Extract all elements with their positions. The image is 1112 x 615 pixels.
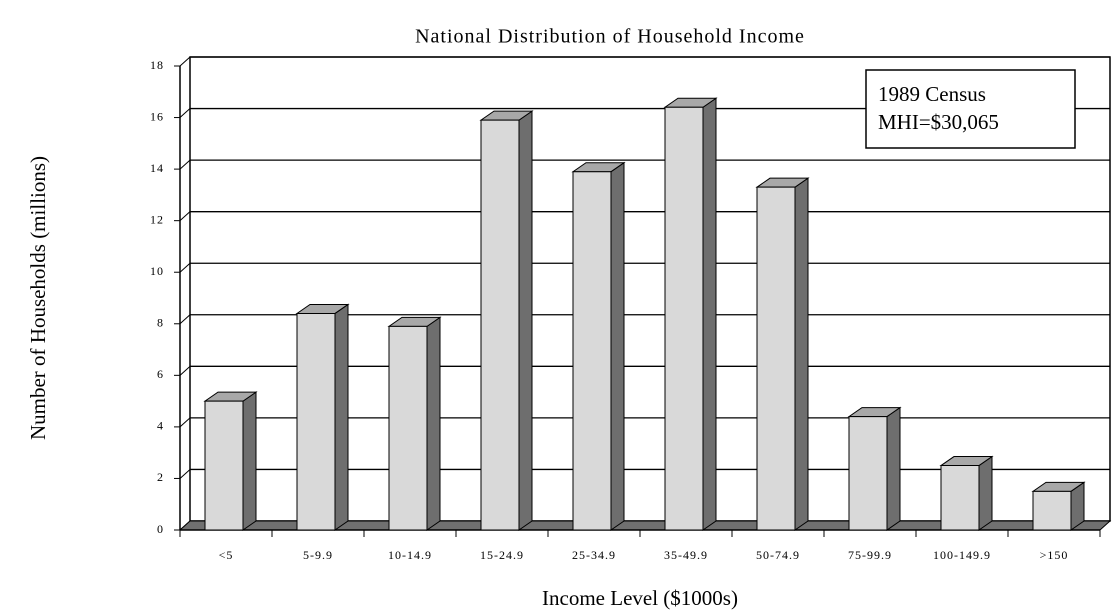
bar-front — [940, 465, 980, 531]
bar-side — [518, 110, 533, 531]
x-axis-label: Income Level ($1000s) — [542, 586, 738, 610]
bar-side — [886, 406, 901, 531]
x-tick-label: 10-14.9 — [388, 548, 432, 562]
grid-line-side — [179, 314, 191, 325]
grid-line-side — [179, 159, 191, 170]
bar — [1031, 481, 1086, 531]
grid-line-side — [179, 365, 191, 376]
grid-line-side — [179, 417, 191, 428]
y-tick-label: 0 — [157, 522, 164, 536]
bar-side — [794, 177, 809, 531]
bar — [203, 391, 258, 531]
bar — [939, 455, 994, 531]
bar-front — [756, 186, 796, 531]
grid-line-side — [179, 108, 191, 118]
bar-side — [426, 316, 441, 531]
y-tick-label: 14 — [150, 161, 164, 175]
bar-front — [296, 312, 336, 531]
bar-front — [480, 119, 520, 531]
annotation-text: 1989 Census — [878, 82, 986, 106]
bar — [295, 303, 350, 531]
annotation-text: MHI=$30,065 — [878, 110, 999, 134]
bar-front — [664, 106, 704, 531]
bar — [847, 406, 902, 531]
y-tick-label: 2 — [157, 470, 164, 484]
bar-side — [242, 391, 257, 531]
y-tick-label: 4 — [157, 419, 164, 433]
y-tick-label: 18 — [150, 58, 164, 72]
grid-line-side — [179, 211, 191, 222]
y-tick-label: 12 — [150, 212, 164, 226]
y-tick-label: 10 — [150, 264, 164, 278]
bar-front — [572, 171, 612, 531]
x-tick-label: 15-24.9 — [480, 548, 524, 562]
bar-side — [334, 303, 349, 531]
y-axis-label: Number of Households (millions) — [26, 156, 50, 440]
x-tick-label: 35-49.9 — [664, 548, 708, 562]
bar — [663, 97, 718, 531]
x-tick-label: 50-74.9 — [756, 548, 800, 562]
bar — [387, 316, 442, 531]
bar-side — [702, 97, 717, 531]
grid-line-side — [179, 469, 191, 479]
x-tick-label: 25-34.9 — [572, 548, 616, 562]
chart-title: National Distribution of Household Incom… — [415, 26, 805, 48]
grid-line-side — [179, 56, 191, 67]
bar-front — [1032, 490, 1072, 531]
y-tick-label: 16 — [150, 109, 164, 123]
x-tick-label: 100-149.9 — [933, 548, 991, 562]
y-tick-label: 8 — [157, 316, 164, 330]
x-tick-label: 75-99.9 — [848, 548, 892, 562]
y-tick-label: 6 — [157, 367, 164, 381]
x-tick-label: >150 — [1040, 548, 1069, 562]
bar-front — [204, 400, 244, 531]
annotation-box — [865, 69, 1076, 149]
bar — [479, 110, 534, 531]
bar-front — [848, 416, 888, 531]
bar-side — [978, 455, 993, 531]
grid-line-side — [179, 262, 191, 273]
bar — [571, 161, 626, 531]
x-tick-label: 5-9.9 — [303, 548, 333, 562]
bar — [755, 177, 810, 531]
bar-front — [388, 325, 428, 531]
x-tick-label: <5 — [219, 548, 234, 562]
bar-side — [610, 161, 625, 531]
